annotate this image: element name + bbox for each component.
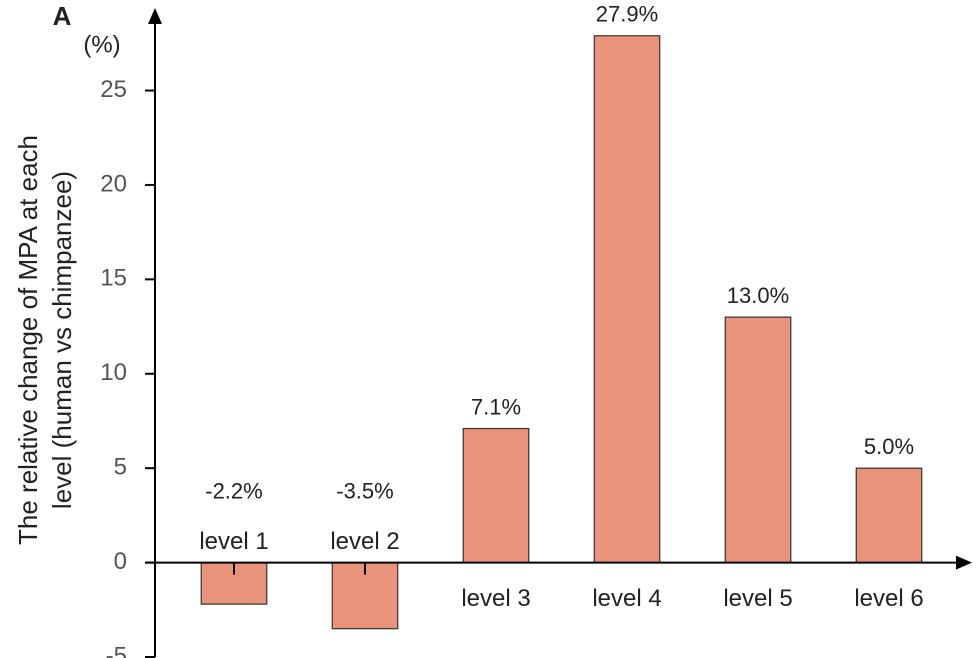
y-axis-title-line: The relative change of MPA at each bbox=[13, 135, 43, 545]
bar bbox=[462, 427, 530, 564]
bar bbox=[724, 316, 792, 564]
y-tick-label: 15 bbox=[100, 265, 127, 292]
y-tick-label: 25 bbox=[100, 76, 127, 103]
x-tick-label: level 3 bbox=[461, 585, 530, 612]
y-axis-title-line: level (human vs chimpanzee) bbox=[47, 171, 77, 509]
value-label: 13.0% bbox=[727, 283, 789, 308]
y-tick-label: 10 bbox=[100, 359, 127, 386]
value-label: 5.0% bbox=[864, 434, 914, 459]
value-label: -3.5% bbox=[336, 478, 393, 503]
y-tick-label: 20 bbox=[100, 170, 127, 197]
value-label: 7.1% bbox=[471, 394, 521, 419]
x-tick-label: level 1 bbox=[199, 528, 268, 555]
x-tick-label: level 2 bbox=[330, 528, 399, 555]
y-axis-arrow bbox=[148, 8, 162, 24]
x-tick-label: level 5 bbox=[723, 585, 792, 612]
y-tick-label: 5 bbox=[114, 454, 127, 481]
x-axis-arrow bbox=[956, 555, 972, 570]
y-axis-title: The relative change of MPA at each level… bbox=[13, 135, 77, 545]
x-tick-label: level 6 bbox=[854, 585, 923, 612]
bar bbox=[593, 35, 661, 564]
value-label: -2.2% bbox=[205, 478, 262, 503]
bar bbox=[855, 467, 923, 564]
unit-label: (%) bbox=[83, 31, 120, 58]
value-label: 27.9% bbox=[596, 2, 658, 27]
x-tick-label: level 4 bbox=[592, 585, 661, 612]
y-tick-label: 0 bbox=[114, 548, 127, 575]
panel-label: A bbox=[53, 1, 72, 31]
y-tick-label: -5 bbox=[106, 642, 127, 658]
